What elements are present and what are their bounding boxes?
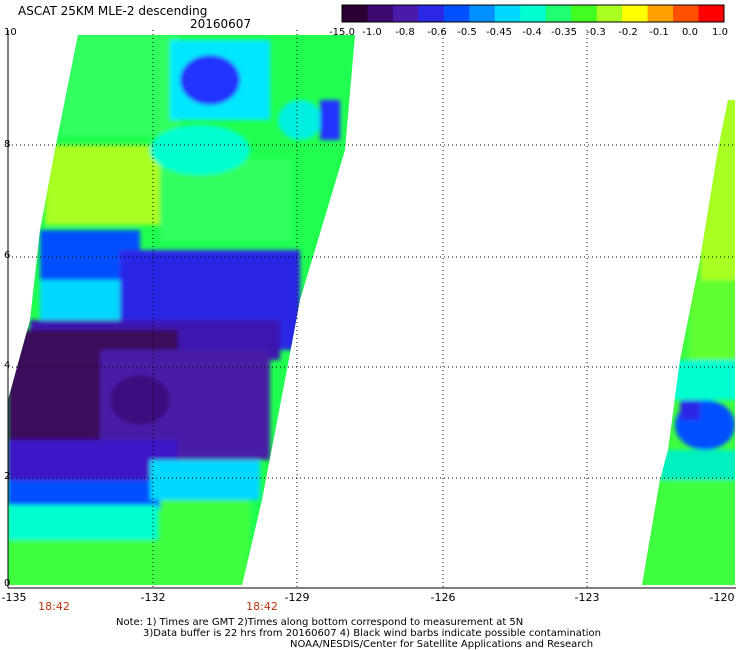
colorbar-swatch <box>367 5 394 22</box>
colorbar-tick-label: -1.0 <box>362 27 382 38</box>
colorbar-tick-label: 0.0 <box>682 27 698 38</box>
colorbar-tick-label: -0.8 <box>395 27 415 38</box>
colorbar-swatch <box>596 5 623 22</box>
x-tick-label: -135 <box>1 591 27 604</box>
pass-time-label: 18:42 <box>246 600 278 613</box>
colorbar-border <box>341 4 725 23</box>
y-tick-label: 8 <box>4 139 11 150</box>
y-tick-label: 4 <box>4 360 11 371</box>
colorbar-swatch <box>392 5 419 22</box>
colorbar-swatch <box>418 5 445 22</box>
colorbar-swatch <box>571 5 598 22</box>
y-tick-label: 6 <box>4 250 11 261</box>
colorbar-swatch <box>698 5 725 22</box>
y-tick-label: 0 <box>4 578 11 589</box>
x-tick-label: -132 <box>140 591 166 604</box>
colorbar-swatch <box>647 5 674 22</box>
colorbar-swatch <box>622 5 649 22</box>
right-swath <box>642 100 735 585</box>
colorbar-tick-label: -0.35 <box>551 27 577 38</box>
colorbar-swatch <box>494 5 521 22</box>
note-line-2: 3)Data buffer is 22 hrs from 20160607 4)… <box>143 628 601 639</box>
colorbar-swatch <box>545 5 572 22</box>
note-line-1: Note: 1) Times are GMT 2)Times along bot… <box>116 617 524 628</box>
colorbar <box>341 4 725 23</box>
colorbar-swatch <box>520 5 547 22</box>
x-tick-label: -120 <box>709 591 735 604</box>
y-tick-label: 2 <box>4 471 11 482</box>
y-tick-label: 10 <box>4 27 17 38</box>
colorbar-tick-label: -0.5 <box>457 27 477 38</box>
grid <box>8 30 735 588</box>
colorbar-swatch <box>673 5 700 22</box>
chart-date: 20160607 <box>190 17 252 31</box>
colorbar-tick-label: -0.3 <box>586 27 606 38</box>
left-swath <box>8 35 355 585</box>
x-tick-label: -126 <box>430 591 456 604</box>
pass-time-label: 18:42 <box>38 600 70 613</box>
colorbar-tick-label: -0.6 <box>427 27 447 38</box>
colorbar-swatch <box>443 5 470 22</box>
colorbar-tick-label: 1.0 <box>712 27 728 38</box>
x-tick-label: -123 <box>574 591 600 604</box>
note-line-3: NOAA/NESDIS/Center for Satellite Applica… <box>290 639 594 650</box>
x-tick-label: -129 <box>284 591 310 604</box>
colorbar-tick-label: -0.1 <box>649 27 669 38</box>
colorbar-tick-label: -15.0 <box>329 27 355 38</box>
chart-title: ASCAT 25KM MLE-2 descending <box>18 4 208 18</box>
colorbar-tick-label: -0.2 <box>618 27 638 38</box>
colorbar-tick-label: -0.45 <box>486 27 512 38</box>
colorbar-swatch <box>342 5 368 22</box>
colorbar-tick-label: -0.4 <box>522 27 542 38</box>
colorbar-swatch <box>469 5 496 22</box>
